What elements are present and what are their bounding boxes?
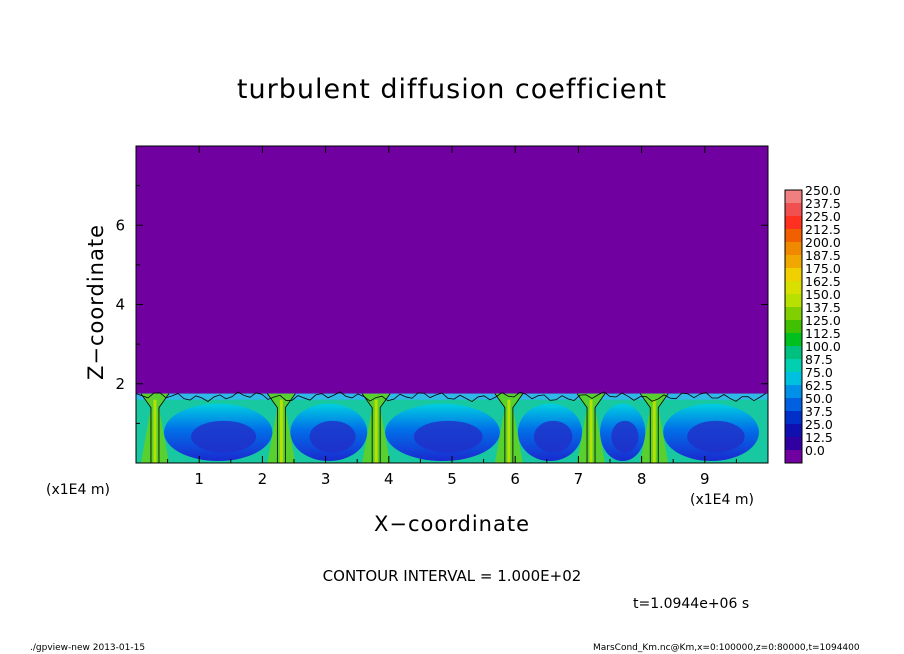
mixed-layer-top-edge: [136, 393, 768, 400]
contour-line: [576, 393, 588, 463]
colorbar-swatch: [785, 333, 802, 347]
y-tick-label: 6: [115, 216, 125, 234]
colorbar-label: 200.0: [805, 235, 841, 250]
x-unit-label-left: (x1E4 m): [46, 482, 110, 498]
y-tick-label: 4: [115, 296, 125, 314]
colorbar-swatch: [785, 320, 802, 334]
contour-line: [639, 393, 651, 463]
footer-right: MarsCond_Km.nc@Km,x=0:100000,z=0:80000,t…: [593, 643, 860, 653]
colorbar-label: 12.5: [805, 430, 833, 445]
cell-core: [191, 420, 257, 453]
x-tick-label: 2: [258, 470, 268, 488]
colorbar-frame: [784, 189, 803, 464]
contour-line: [512, 393, 524, 463]
colorbar-swatch: [785, 229, 802, 243]
x-unit-label-right: (x1E4 m): [690, 492, 754, 508]
chart-title: turbulent diffusion coefficient: [236, 74, 668, 105]
cell-core: [413, 420, 483, 453]
x-tick-label: 8: [637, 470, 647, 488]
colorbar-swatch: [785, 424, 802, 438]
x-axis-label: X−coordinate: [374, 512, 530, 536]
colorbar-swatch: [785, 359, 802, 373]
colorbar: 250.0237.5225.0212.5200.0187.5175.0162.5…: [784, 183, 841, 464]
colorbar-swatch: [785, 437, 802, 451]
colorbar-swatch: [785, 398, 802, 412]
cell-core: [533, 420, 573, 453]
contour-line: [361, 393, 373, 463]
colorbar-label: 25.0: [805, 417, 833, 432]
colorbar-label: 237.5: [805, 196, 841, 211]
colorbar-swatch: [785, 294, 802, 308]
contour-line: [140, 393, 152, 463]
time-label: t=1.0944e+06 s: [633, 596, 750, 612]
colorbar-swatch: [785, 411, 802, 425]
plot-area: [135, 145, 769, 464]
colorbar-label: 37.5: [805, 404, 833, 419]
x-tick-label: 7: [574, 470, 584, 488]
x-tick-label: 6: [510, 470, 520, 488]
colorbar-label: 212.5: [805, 222, 841, 237]
cell-core: [687, 420, 745, 453]
y-tick-label: 2: [115, 375, 125, 393]
cell-core: [611, 420, 639, 453]
contour-line: [158, 393, 170, 463]
contour-interval-text: CONTOUR INTERVAL = 1.000E+02: [322, 567, 582, 585]
colorbar-swatch: [785, 372, 802, 386]
contour-line: [284, 393, 296, 463]
contour-line: [594, 393, 606, 463]
mixed-layer-field: [136, 391, 768, 463]
y-axis-label: Z−coordinate: [84, 224, 108, 380]
colorbar-swatch: [785, 255, 802, 269]
colorbar-label: 75.0: [805, 365, 833, 380]
colorbar-label: 225.0: [805, 209, 841, 224]
colorbar-swatch: [785, 307, 802, 321]
colorbar-label: 175.0: [805, 261, 841, 276]
x-tick-label: 5: [447, 470, 457, 488]
colorbar-swatch: [785, 450, 802, 464]
colorbar-label: 150.0: [805, 287, 841, 302]
colorbar-label: 125.0: [805, 313, 841, 328]
colorbar-swatch: [785, 385, 802, 399]
colorbar-label: 250.0: [805, 183, 841, 198]
colorbar-label: 187.5: [805, 248, 841, 263]
x-tick-label: 1: [194, 470, 204, 488]
contour-line: [379, 393, 391, 463]
colorbar-label: 112.5: [805, 326, 841, 341]
colorbar-label: 50.0: [805, 391, 833, 406]
contour-line: [494, 393, 506, 463]
colorbar-swatch: [785, 203, 802, 217]
colorbar-swatch: [785, 190, 802, 204]
y-axis: 2 4 6: [115, 185, 768, 424]
colorbar-swatch: [785, 242, 802, 256]
x-tick-label: 4: [384, 470, 394, 488]
colorbar-label: 87.5: [805, 352, 833, 367]
footer-left: ./gpview-new 2013-01-15: [30, 643, 146, 653]
contour-line: [657, 393, 669, 463]
colorbar-label: 137.5: [805, 300, 841, 315]
contour-line-top: [136, 391, 767, 403]
x-tick-label: 3: [321, 470, 331, 488]
cell-core: [309, 420, 356, 453]
colorbar-label: 162.5: [805, 274, 841, 289]
x-tick-label: 9: [700, 470, 710, 488]
colorbar-swatch: [785, 268, 802, 282]
colorbar-swatch: [785, 346, 802, 360]
colorbar-swatch: [785, 216, 802, 230]
colorbar-swatch: [785, 281, 802, 295]
x-axis: 1 2 3 4 5 6 7 8 9: [167, 146, 737, 488]
colorbar-label: 100.0: [805, 339, 841, 354]
colorbar-label: 62.5: [805, 378, 833, 393]
colorbar-label: 0.0: [805, 443, 825, 458]
